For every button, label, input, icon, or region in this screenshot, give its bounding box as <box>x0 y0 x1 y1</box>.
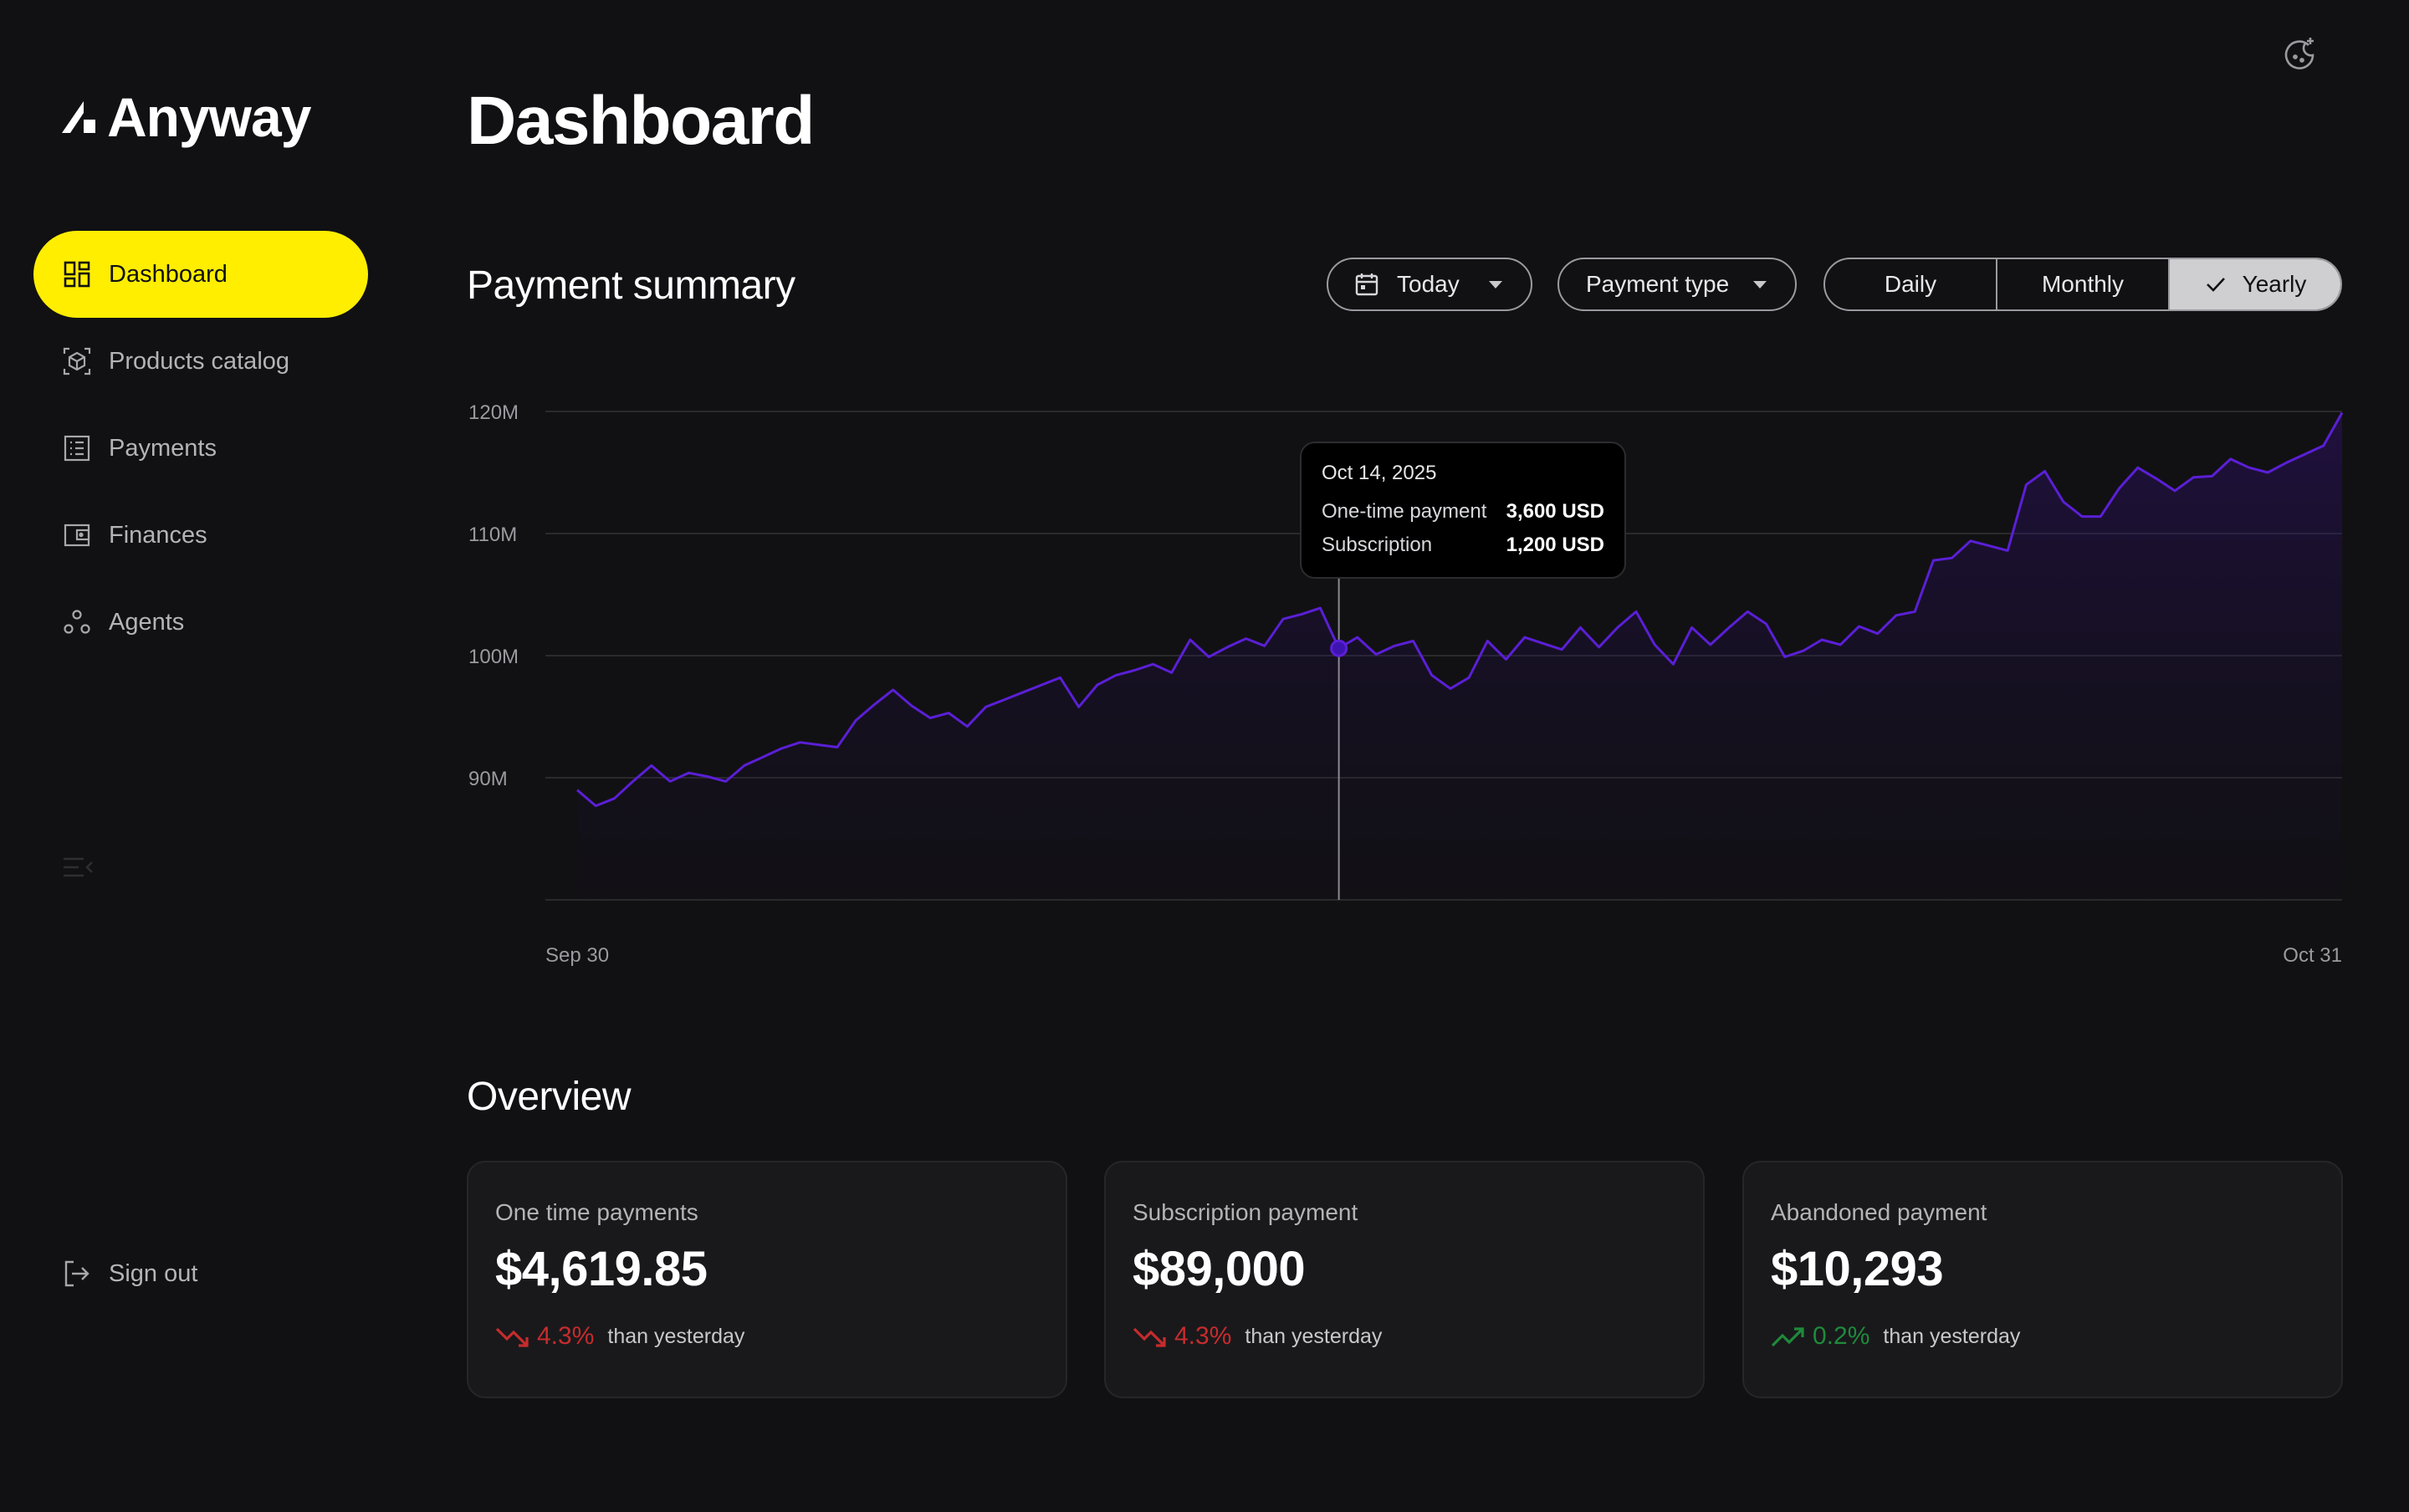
tooltip-value: 1,200 USD <box>1506 534 1604 556</box>
trend-note: than yesterday <box>1883 1324 2021 1348</box>
sidebar-item-label: Payments <box>109 434 217 462</box>
period-label: Daily <box>1884 271 1937 297</box>
sign-out-label: Sign out <box>109 1259 198 1287</box>
app-name: Anyway <box>107 86 311 148</box>
trend-value: 0.2% <box>1813 1322 1870 1350</box>
sidebar-item-products-catalog[interactable]: Products catalog <box>33 318 368 405</box>
card-title: One time payments <box>495 1199 698 1225</box>
trend-note: than yesterday <box>1245 1324 1383 1348</box>
y-tick-label: 100M <box>468 646 519 668</box>
card-title: Subscription payment <box>1133 1199 1358 1225</box>
sidebar-item-label: Dashboard <box>109 260 228 288</box>
sidebar-item-finances[interactable]: Finances <box>33 492 368 579</box>
payment-summary-title: Payment summary <box>467 263 795 308</box>
package-icon <box>62 346 92 376</box>
chart-highlight-point[interactable] <box>1330 639 1348 657</box>
app-logo[interactable]: Anyway <box>59 84 311 151</box>
sign-out-button[interactable]: Sign out <box>62 1259 197 1289</box>
period-daily-button[interactable]: Daily <box>1825 259 1996 309</box>
period-monthly-button[interactable]: Monthly <box>1996 259 2168 309</box>
x-tick-label: Oct 31 <box>2283 944 2342 967</box>
card-trend: 4.3% than yesterday <box>1133 1322 1676 1351</box>
sign-out-icon <box>62 1259 92 1289</box>
overview-card-one-time: One time payments $4,619.85 4.3% than ye… <box>467 1161 1067 1398</box>
payment-type-label: Payment type <box>1586 271 1730 297</box>
agents-icon <box>62 607 92 637</box>
chart-series-line <box>576 411 2344 808</box>
overview-card-abandoned: Abandoned payment $10,293 0.2% than yest… <box>1742 1161 2343 1398</box>
y-tick-label: 110M <box>468 524 517 546</box>
overview-title: Overview <box>467 1075 632 1119</box>
payment-type-dropdown[interactable]: Payment type <box>1557 258 1797 311</box>
chevron-down-icon <box>1753 280 1767 289</box>
tooltip-row: Subscription 1,200 USD <box>1322 529 1604 562</box>
chevron-down-icon <box>1489 280 1502 289</box>
trending-down-icon <box>1133 1327 1166 1347</box>
theme-toggle-icon[interactable] <box>2282 35 2319 72</box>
sidebar-nav: Dashboard Products catalog Payments Fina… <box>33 231 368 666</box>
sidebar-item-payments[interactable]: Payments <box>33 405 368 492</box>
sidebar-item-label: Finances <box>109 521 207 549</box>
sidebar-item-dashboard[interactable]: Dashboard <box>33 231 368 318</box>
trending-down-icon <box>495 1327 529 1347</box>
period-label: Monthly <box>2041 271 2125 297</box>
page-title: Dashboard <box>467 83 815 159</box>
sidebar-item-agents[interactable]: Agents <box>33 579 368 666</box>
check-icon <box>2206 278 2225 292</box>
calendar-icon <box>1355 273 1378 296</box>
logo-mark-icon <box>62 101 95 133</box>
card-value: $4,619.85 <box>495 1242 708 1296</box>
sidebar-item-label: Products catalog <box>109 347 290 375</box>
trend-value: 4.3% <box>1174 1322 1232 1350</box>
tooltip-value: 3,600 USD <box>1506 500 1604 523</box>
card-title: Abandoned payment <box>1771 1199 1987 1225</box>
card-value: $89,000 <box>1133 1242 1306 1296</box>
payment-summary-chart[interactable]: 90M 100M 110M 120M Sep 30 Oct 31 <box>452 385 2359 987</box>
tooltip-row: One-time payment 3,600 USD <box>1322 495 1604 529</box>
dashboard-icon <box>62 259 92 289</box>
period-label: Yearly <box>2242 271 2307 297</box>
card-value: $10,293 <box>1771 1242 1944 1296</box>
sidebar-item-label: Agents <box>109 608 185 636</box>
y-tick-label: 90M <box>468 768 508 790</box>
trend-value: 4.3% <box>537 1322 595 1350</box>
period-toggle: Daily Monthly Yearly <box>1823 258 2342 311</box>
trend-note: than yesterday <box>607 1324 745 1348</box>
period-yearly-button[interactable]: Yearly <box>2168 259 2340 309</box>
wallet-icon <box>62 520 92 550</box>
tooltip-label: Subscription <box>1322 534 1433 556</box>
card-trend: 0.2% than yesterday <box>1771 1322 2314 1351</box>
list-icon <box>62 433 92 463</box>
card-trend: 4.3% than yesterday <box>495 1322 1039 1351</box>
date-filter-label: Today <box>1397 271 1460 297</box>
x-tick-label: Sep 30 <box>545 944 609 967</box>
overview-card-subscription: Subscription payment $89,000 4.3% than y… <box>1104 1161 1705 1398</box>
tooltip-label: One-time payment <box>1322 500 1487 523</box>
chart-area-fill <box>577 412 2342 900</box>
tooltip-date: Oct 14, 2025 <box>1322 462 1437 484</box>
date-filter-dropdown[interactable]: Today <box>1327 258 1532 311</box>
y-tick-label: 120M <box>468 401 519 424</box>
collapse-sidebar-icon[interactable] <box>62 855 95 880</box>
chart-tooltip: Oct 14, 2025 One-time payment 3,600 USD … <box>1300 442 1626 579</box>
trending-up-icon <box>1771 1327 1804 1347</box>
